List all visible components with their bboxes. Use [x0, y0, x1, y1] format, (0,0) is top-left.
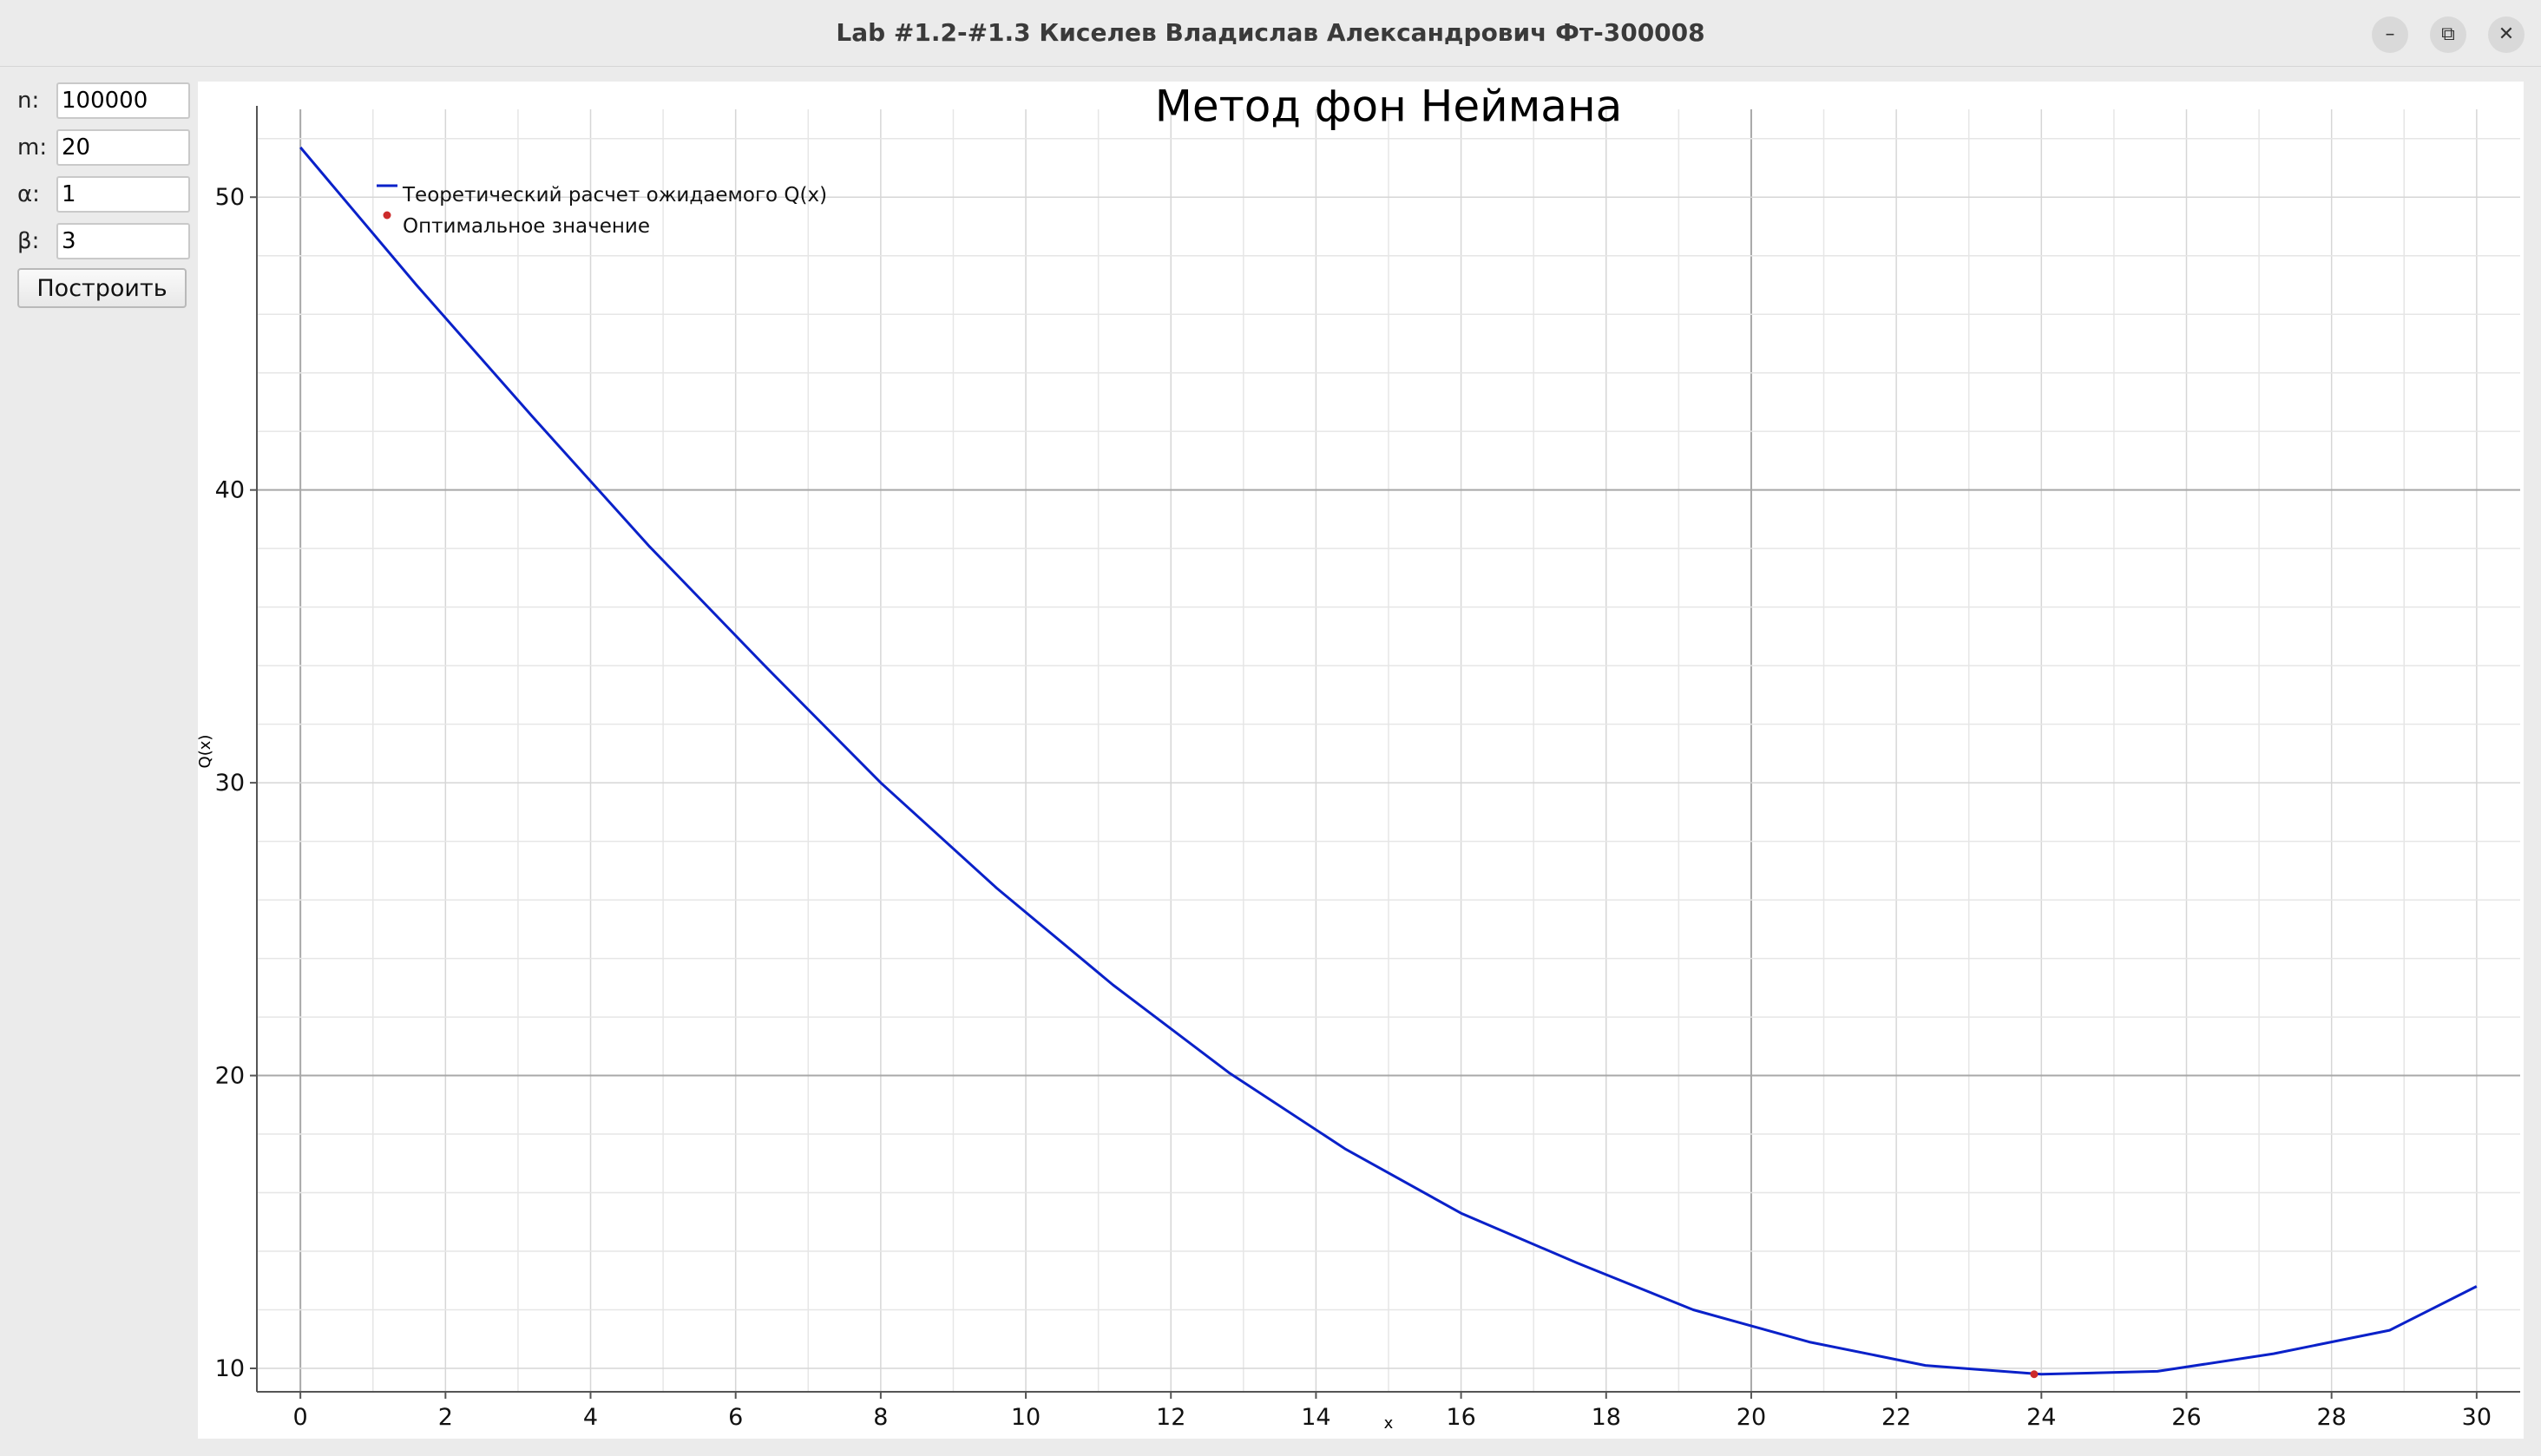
param-beta-label: β: — [17, 228, 40, 254]
parameters-panel: n: m: α: β: Построить — [0, 67, 198, 1456]
x-tick-label: 16 — [1446, 1404, 1475, 1431]
window-titlebar[interactable]: Lab #1.2-#1.3 Киселев Владислав Александ… — [0, 0, 2541, 67]
chart-title: Метод фон Неймана — [1155, 82, 1623, 132]
minimize-button[interactable]: – — [2372, 16, 2408, 53]
legend-label: Оптимальное значение — [403, 215, 650, 238]
param-alpha-label: α: — [17, 181, 40, 207]
x-tick-label: 8 — [873, 1404, 888, 1431]
param-n-label: n: — [17, 88, 40, 114]
legend-label: Теоретический расчет ожидаемого Q(x) — [402, 184, 827, 207]
x-tick-label: 24 — [2026, 1404, 2056, 1431]
y-axis-label: Q(x) — [198, 735, 214, 769]
param-n-input[interactable] — [56, 82, 190, 119]
y-tick-label: 10 — [215, 1355, 245, 1382]
window-title: Lab #1.2-#1.3 Киселев Владислав Александ… — [836, 18, 1705, 47]
build-button[interactable]: Построить — [17, 268, 187, 308]
x-tick-label: 28 — [2316, 1404, 2346, 1431]
x-tick-label: 4 — [583, 1404, 598, 1431]
x-tick-label: 2 — [438, 1404, 453, 1431]
x-tick-label: 14 — [1301, 1404, 1330, 1431]
y-tick-label: 30 — [215, 770, 245, 797]
param-beta-input[interactable] — [56, 223, 190, 259]
y-tick-label: 40 — [215, 477, 245, 504]
close-button[interactable]: ✕ — [2488, 16, 2525, 53]
chart-legend: Теоретический расчет ожидаемого Q(x) Опти… — [377, 184, 827, 238]
legend-marker-optimal — [383, 211, 391, 220]
maximize-button[interactable]: ⧉ — [2430, 16, 2466, 53]
grid-layer — [257, 109, 2520, 1392]
param-alpha-input[interactable] — [56, 176, 190, 213]
y-tick-label: 50 — [215, 184, 245, 211]
x-tick-label: 22 — [1881, 1404, 1911, 1431]
series-line-q — [299, 146, 2478, 1376]
x-tick-label: 20 — [1737, 1404, 1766, 1431]
x-axis-label: x — [1384, 1414, 1394, 1433]
optimal-point — [2030, 1370, 2039, 1379]
x-tick-label: 26 — [2171, 1404, 2201, 1431]
param-m-label: m: — [17, 134, 48, 161]
param-m-input[interactable] — [56, 129, 190, 166]
x-tick-label: 10 — [1011, 1404, 1041, 1431]
x-tick-label: 12 — [1156, 1404, 1185, 1431]
x-tick-label: 0 — [293, 1404, 308, 1431]
x-tick-label: 6 — [728, 1404, 743, 1431]
x-tick-label: 30 — [2462, 1404, 2492, 1431]
series-layer — [299, 146, 2478, 1379]
plot-panel[interactable]: 0 2 4 6 8 10 12 14 16 18 20 22 24 26 28 30 10 20 30 40 50 Те… — [196, 82, 2524, 1439]
x-tick-label: 18 — [1592, 1404, 1621, 1431]
y-tick-label: 20 — [215, 1063, 245, 1090]
